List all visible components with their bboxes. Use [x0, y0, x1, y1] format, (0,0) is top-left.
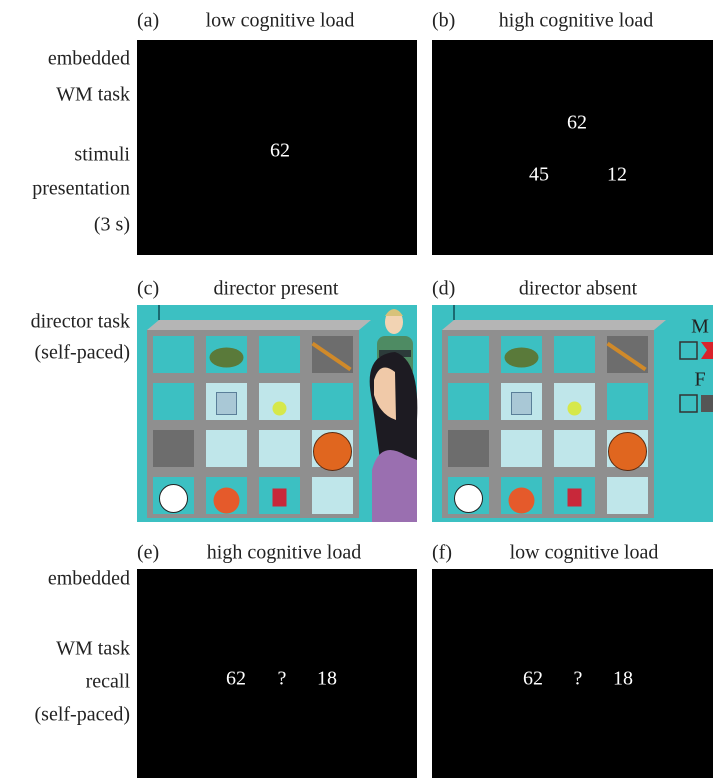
row-label: director task — [31, 311, 130, 333]
row-label: presentation — [32, 178, 130, 200]
screen — [137, 40, 417, 255]
digit: 62 — [226, 668, 246, 690]
panel-tag: (f) — [432, 542, 452, 564]
cubby-back — [153, 430, 194, 467]
digit: 18 — [317, 668, 337, 690]
cubby-back — [312, 477, 353, 514]
cubby-back — [607, 477, 648, 514]
cubby-back — [259, 430, 300, 467]
cubby-back — [448, 383, 489, 420]
shelf-top — [442, 320, 666, 330]
panel-title: director present — [214, 278, 339, 300]
digit: 62 — [523, 668, 543, 690]
digit: ? — [574, 668, 583, 690]
panel-title: director absent — [519, 278, 638, 300]
digit: 45 — [529, 164, 549, 186]
panel-tag: (a) — [137, 10, 159, 32]
cubby-back — [153, 336, 194, 373]
pencil — [311, 341, 352, 372]
panel-title: high cognitive load — [207, 542, 361, 564]
icon-arrow — [701, 342, 713, 359]
shelf — [442, 305, 666, 518]
cubby-back — [554, 430, 595, 467]
pizza — [213, 487, 240, 514]
row-label: (self-paced) — [35, 704, 131, 726]
perfume — [272, 488, 287, 507]
cubby-back — [554, 336, 595, 373]
icon-label: M — [691, 316, 709, 338]
panel-title: low cognitive load — [206, 10, 355, 32]
shelf-top — [147, 320, 371, 330]
turtle — [209, 347, 244, 368]
screen — [432, 569, 713, 778]
panel-tag: (c) — [137, 278, 159, 300]
tennis-ball — [272, 401, 287, 416]
digit: ? — [278, 668, 287, 690]
panel-tag: (b) — [432, 10, 455, 32]
cubby-back — [448, 430, 489, 467]
icon-box — [679, 394, 698, 413]
row-label: (self-paced) — [35, 342, 131, 364]
basketball — [313, 432, 352, 471]
cubby-back — [448, 336, 489, 373]
soccer-ball — [159, 484, 188, 513]
turtle — [504, 347, 539, 368]
cubby-back — [206, 430, 247, 467]
soccer-ball — [454, 484, 483, 513]
pizza — [508, 487, 535, 514]
screen — [137, 569, 417, 778]
pencil — [606, 341, 647, 372]
icon-box — [679, 341, 698, 360]
screen — [432, 40, 713, 255]
cubby-back — [259, 336, 300, 373]
panel-title: high cognitive load — [499, 10, 653, 32]
row-label: embedded — [48, 568, 130, 590]
row-label: WM task — [56, 84, 130, 106]
participant — [369, 352, 418, 522]
cubby-back — [607, 383, 648, 420]
tennis-ball — [567, 401, 582, 416]
cubby-back — [501, 430, 542, 467]
bucket — [216, 392, 237, 415]
digit: 12 — [607, 164, 627, 186]
digit: 62 — [270, 140, 290, 162]
row-label: embedded — [48, 48, 130, 70]
row-label: stimuli — [74, 144, 130, 166]
perfume — [567, 488, 582, 507]
shelf — [147, 305, 371, 518]
row-label: recall — [86, 671, 131, 693]
bucket — [511, 392, 532, 415]
cubby-back — [312, 383, 353, 420]
panel-title: low cognitive load — [510, 542, 659, 564]
icon-label: F — [694, 369, 705, 391]
cubby-back — [153, 383, 194, 420]
digit: 62 — [567, 112, 587, 134]
basketball — [608, 432, 647, 471]
digit: 18 — [613, 668, 633, 690]
icon-box — [701, 395, 713, 412]
row-label: (3 s) — [94, 214, 130, 236]
panel-tag: (e) — [137, 542, 159, 564]
row-label: WM task — [56, 638, 130, 660]
panel-tag: (d) — [432, 278, 455, 300]
